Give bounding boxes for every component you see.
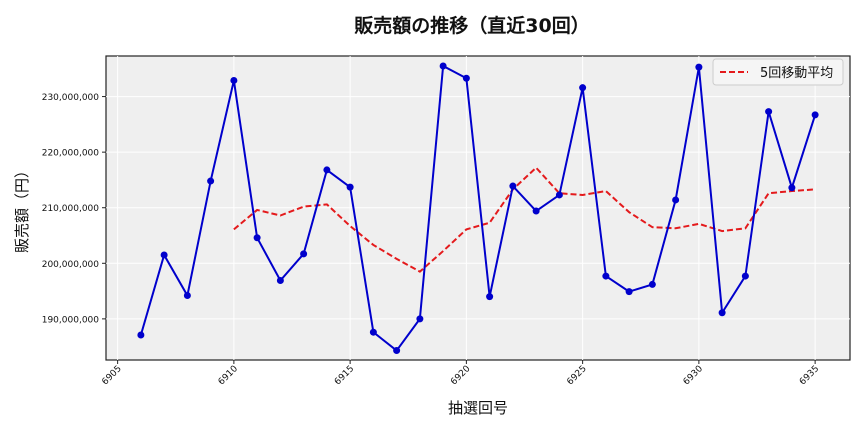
y-axis-label: 販売額（円） — [13, 163, 31, 253]
sales-data-point — [393, 347, 401, 355]
x-tick-label: 6935 — [798, 364, 821, 387]
legend-label-moving-average: 5回移動平均 — [760, 66, 833, 81]
sales-data-point — [346, 183, 354, 191]
sales-data-point — [276, 277, 284, 285]
moving-average-line — [233, 166, 816, 273]
moving-average-series — [233, 166, 816, 273]
x-axis-ticks: 6905 6910 6915 6920 6925 6930 6935 — [100, 360, 821, 387]
sales-line — [139, 64, 817, 352]
sales-data-point — [416, 315, 424, 323]
sales-data-point — [323, 166, 331, 174]
x-tick-label: 6920 — [449, 364, 472, 387]
y-tick-label: 200,000,000 — [42, 260, 100, 270]
sales-data-point — [300, 250, 308, 258]
y-tick-label: 190,000,000 — [42, 315, 100, 325]
sales-series — [137, 62, 819, 355]
x-tick-label: 6910 — [217, 364, 240, 387]
sales-data-point — [555, 191, 563, 199]
sales-data-point — [579, 84, 587, 92]
sales-data-point — [625, 288, 633, 296]
sales-data-point — [439, 62, 447, 70]
sales-data-point — [253, 234, 261, 242]
legend: 5回移動平均 — [712, 58, 844, 86]
x-axis-label: 抽選回号 — [448, 399, 508, 417]
sales-data-point — [509, 182, 517, 190]
y-tick-label: 220,000,000 — [42, 149, 100, 159]
x-tick-label: 6925 — [565, 364, 588, 387]
y-tick-label: 230,000,000 — [42, 93, 100, 103]
sales-data-point — [230, 76, 238, 84]
sales-data-point — [672, 196, 680, 204]
sales-data-point — [602, 272, 610, 280]
sales-data-point — [765, 108, 773, 116]
x-tick-label: 6930 — [682, 364, 705, 387]
sales-data-point — [718, 309, 726, 317]
sales-data-point — [695, 63, 703, 71]
sales-data-point — [369, 328, 377, 336]
sales-data-point — [207, 177, 215, 185]
sales-data-point — [137, 331, 145, 339]
x-tick-label: 6905 — [100, 364, 123, 387]
legend-box — [712, 58, 844, 86]
sales-data-point — [648, 280, 656, 288]
sales-data-point — [160, 251, 168, 259]
sales-data-point — [788, 184, 796, 192]
sales-data-point — [741, 272, 749, 280]
y-tick-label: 210,000,000 — [42, 204, 100, 214]
y-axis-ticks: 190,000,000 200,000,000 210,000,000 220,000… — [42, 93, 106, 325]
sales-data-point — [811, 111, 819, 119]
sales-data-point — [486, 293, 494, 301]
grid-lines — [106, 56, 850, 360]
sales-data-point — [532, 207, 540, 215]
sales-data-point — [183, 292, 191, 300]
x-tick-label: 6915 — [333, 364, 356, 387]
chart-title: 販売額の推移（直近30回） — [354, 14, 589, 37]
sales-data-point — [462, 74, 470, 82]
